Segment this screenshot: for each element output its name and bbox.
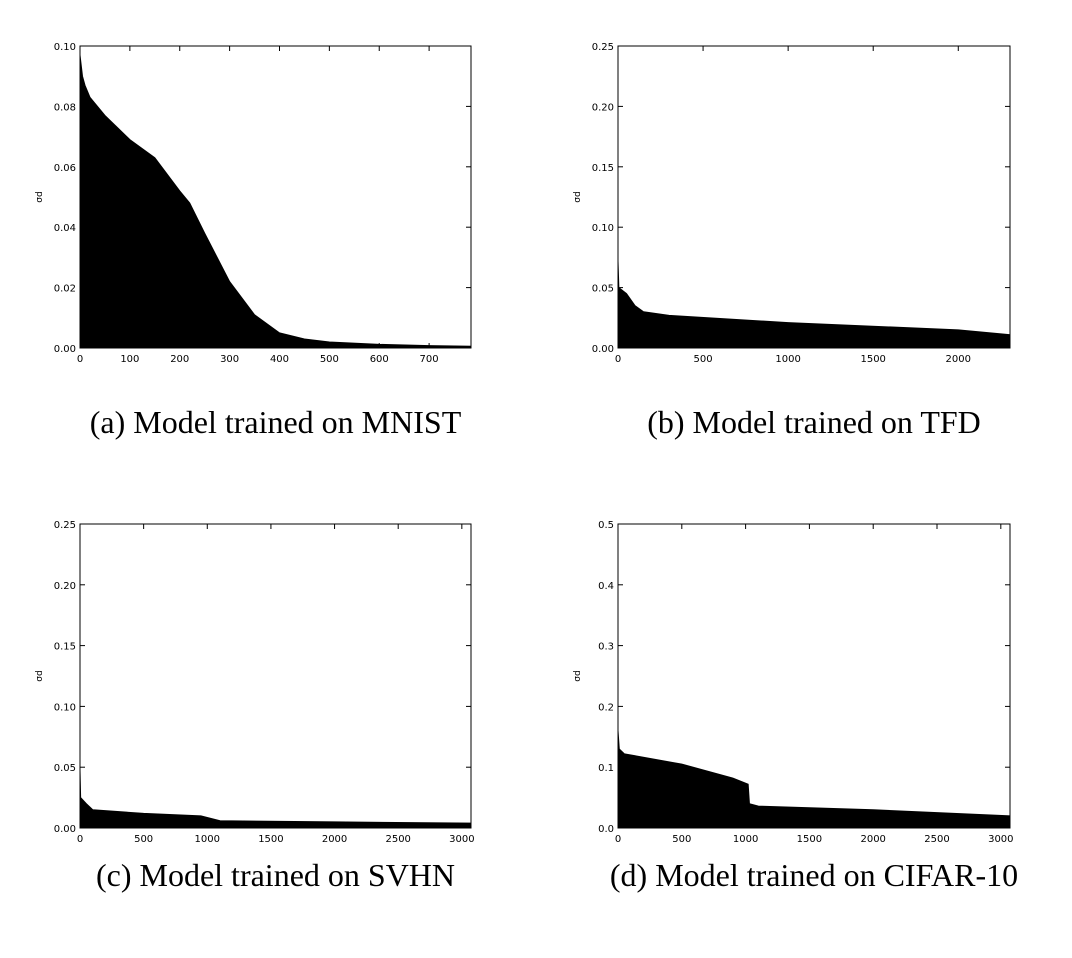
y-tick-label: 0.20 [54,581,76,592]
x-tick-label: 1500 [258,834,283,845]
x-tick-label: 700 [420,354,439,365]
x-tick-label: 600 [370,354,389,365]
x-tick-label: 1500 [860,354,885,365]
x-tick-label: 2000 [322,834,347,845]
area [617,261,1011,349]
y-tick-label: 0.00 [54,344,76,355]
y-tick-label: 0.00 [592,344,614,355]
y-tick-label: 0.20 [592,102,614,113]
x-tick-label: 100 [120,354,139,365]
x-tick-label: 500 [694,354,713,365]
area [79,55,472,349]
y-tick-label: 0.0 [598,824,614,835]
x-tick-label: 1000 [733,834,758,845]
y-tick-label: 0.06 [54,163,76,174]
x-tick-label: 0 [615,354,621,365]
y-tick-label: 0.15 [592,163,614,174]
y-tick-label: 0.10 [54,702,76,713]
y-tick-label: 0.10 [54,42,76,53]
caption: (b) Model trained on TFD [647,404,981,440]
y-tick-label: 0.08 [54,102,76,113]
area [617,730,1011,829]
x-tick-label: 500 [672,834,691,845]
x-tick-label: 1500 [797,834,822,845]
y-axis-label: σd [573,191,583,202]
area [79,769,472,829]
y-tick-label: 0.10 [592,223,614,234]
x-tick-label: 500 [320,354,339,365]
x-tick-label: 3000 [449,834,474,845]
x-tick-label: 2500 [385,834,410,845]
x-tick-label: 0 [77,834,83,845]
x-tick-label: 500 [134,834,153,845]
x-tick-label: 0 [615,834,621,845]
x-tick-label: 300 [220,354,239,365]
y-axis-label: σd [35,670,45,681]
x-tick-label: 2000 [860,834,885,845]
y-tick-label: 0.25 [54,520,76,531]
y-axis-label: σd [573,670,583,681]
x-tick-label: 2000 [946,354,971,365]
axes-frame [79,45,472,349]
y-tick-label: 0.02 [54,284,76,295]
y-tick-label: 0.5 [598,520,614,531]
y-axis-label: σd [35,191,45,202]
x-tick-label: 0 [77,354,83,365]
y-tick-label: 0.4 [598,581,614,592]
caption: (a) Model trained on MNIST [90,404,462,440]
y-tick-label: 0.1 [598,763,614,774]
y-tick-label: 0.05 [54,763,76,774]
x-tick-label: 3000 [988,834,1013,845]
y-tick-label: 0.15 [54,642,76,653]
caption: (d) Model trained on CIFAR-10 [610,857,1018,893]
caption: (c) Model trained on SVHN [96,857,455,893]
axes-frame [79,523,472,829]
x-tick-label: 2500 [924,834,949,845]
y-tick-label: 0.2 [598,702,614,713]
x-tick-label: 1000 [195,834,220,845]
y-tick-label: 0.05 [592,284,614,295]
y-tick-label: 0.3 [598,642,614,653]
y-tick-label: 0.04 [54,223,76,234]
x-tick-label: 1000 [775,354,800,365]
axes-frame [617,523,1011,829]
x-tick-label: 400 [270,354,289,365]
x-tick-label: 200 [170,354,189,365]
y-tick-label: 0.00 [54,824,76,835]
y-tick-label: 0.25 [592,42,614,53]
axes-frame [617,45,1011,349]
